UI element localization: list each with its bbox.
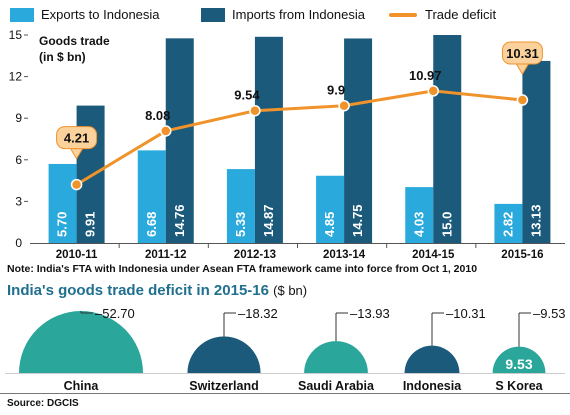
bar-label-imports: 14.76 xyxy=(172,204,187,237)
deficit-point xyxy=(249,104,261,117)
bar-label-exports: 5.70 xyxy=(55,212,70,237)
y-tick-label: 12 xyxy=(9,70,23,84)
bar-exports xyxy=(226,169,255,243)
x-tick-label: 2014-15 xyxy=(412,249,455,261)
deficit-line xyxy=(75,89,523,186)
legend-swatch-imports xyxy=(201,7,225,22)
bar-imports xyxy=(522,60,551,244)
x-tick-label: 2010-11 xyxy=(56,249,98,261)
deficit-label: 4.21 xyxy=(64,131,89,146)
deficit-point xyxy=(160,125,172,137)
semicircle-value-label: –13.93 xyxy=(350,306,390,321)
legend-item-deficit: Trade deficit xyxy=(389,7,496,22)
legend-label-imports: Imports from Indonesia xyxy=(232,7,365,22)
footnote: Note: India's FTA with Indonesia under A… xyxy=(7,263,478,275)
legend-label-deficit: Trade deficit xyxy=(425,7,497,22)
deficit-point xyxy=(338,99,350,112)
x-tick-label: 2013-14 xyxy=(323,249,366,261)
bar-label-imports: 15.0 xyxy=(439,212,454,237)
bar-imports xyxy=(433,35,462,243)
bar-label-exports: 4.03 xyxy=(411,212,426,237)
semicircle-category-label: Indonesia xyxy=(403,379,462,393)
bar-imports xyxy=(165,38,194,243)
bar-label-imports: 14.87 xyxy=(261,204,276,237)
semicircle-category-label: China xyxy=(64,379,100,393)
bar-exports xyxy=(405,187,434,243)
semicircle-s-korea xyxy=(492,346,546,373)
deficit-label: 8.08 xyxy=(145,108,170,123)
deficit-label: 9.9 xyxy=(327,83,345,98)
bottom-chart-unit: ($ bn) xyxy=(273,283,308,298)
deficit-point xyxy=(70,178,83,191)
bar-imports xyxy=(254,36,283,243)
y-tick-label: 9 xyxy=(15,111,22,125)
semicircle-inner-label: 9.53 xyxy=(505,356,532,372)
legend-item-exports: Exports to Indonesia xyxy=(10,7,160,22)
x-tick-label: 2015-16 xyxy=(501,249,543,261)
semicircle-value-label: –18.32 xyxy=(238,306,278,321)
bar-imports xyxy=(344,38,373,243)
deficit-callout-box xyxy=(501,41,543,65)
semicircle-indonesia xyxy=(404,345,460,373)
bottom-divider xyxy=(0,393,570,394)
y-axis-caption: Goods trade xyxy=(39,34,110,48)
semicircle-china xyxy=(19,311,143,373)
x-tick-label: 2011-12 xyxy=(145,249,187,261)
semicircle-value-label: –9.53 xyxy=(533,306,566,321)
semicircle-category-label: Saudi Arabia xyxy=(298,379,375,393)
semicircle-category-label: S Korea xyxy=(495,379,543,393)
legend-swatch-exports xyxy=(10,7,34,22)
y-axis-caption: (in $ bn) xyxy=(39,50,86,64)
deficit-point xyxy=(516,94,529,106)
bar-label-exports: 5.33 xyxy=(233,212,248,237)
y-tick-label: 15 xyxy=(9,28,23,42)
legend-line-deficit xyxy=(389,12,417,17)
bottom-chart-title-text: India's goods trade deficit in 2015-16 xyxy=(7,282,269,299)
bar-label-exports: 2.82 xyxy=(500,212,515,237)
semicircle-value-label: –10.31 xyxy=(446,306,486,321)
deficit-callout-box xyxy=(56,126,98,150)
deficit-point xyxy=(427,85,439,97)
deficit-label: 10.97 xyxy=(409,68,442,83)
legend: Exports to Indonesia Imports from Indone… xyxy=(0,0,570,26)
bar-exports xyxy=(316,175,345,243)
y-tick-label: 0 xyxy=(15,236,22,250)
semicircle-category-label: Switzerland xyxy=(189,379,258,393)
bottom-chart-title: India's goods trade deficit in 2015-16 (… xyxy=(7,282,307,299)
source-text: Source: DGCIS xyxy=(7,398,79,409)
semicircle-saudi-arabia xyxy=(304,341,368,373)
bar-label-exports: 4.85 xyxy=(322,212,337,237)
bar-exports xyxy=(494,203,523,243)
y-tick-label: 3 xyxy=(15,194,22,208)
semicircle-value-label: –52.70 xyxy=(95,306,135,321)
semicircle-switzerland xyxy=(187,336,261,373)
x-tick-label: 2012-13 xyxy=(234,249,276,261)
bar-label-exports: 6.68 xyxy=(144,212,159,237)
legend-item-imports: Imports from Indonesia xyxy=(201,7,365,22)
bar-exports xyxy=(137,150,166,243)
legend-label-exports: Exports to Indonesia xyxy=(41,7,160,22)
y-tick-label: 6 xyxy=(15,153,22,167)
bar-exports xyxy=(48,163,77,243)
deficit-label: 10.31 xyxy=(506,46,539,61)
bar-label-imports: 13.13 xyxy=(528,204,543,237)
bar-label-imports: 14.75 xyxy=(350,204,365,237)
bar-label-imports: 9.91 xyxy=(83,212,98,237)
deficit-label: 9.54 xyxy=(234,88,260,103)
